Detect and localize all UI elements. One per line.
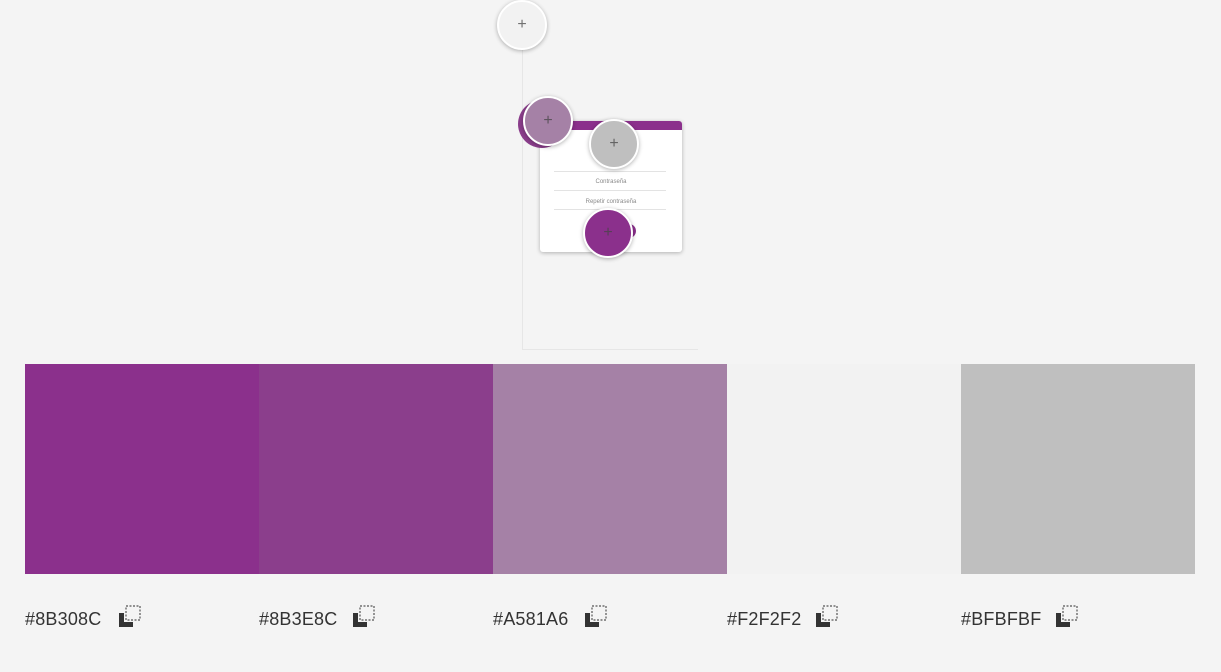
- guide-line-vertical: [522, 40, 523, 350]
- swatch-4[interactable]: [727, 364, 961, 574]
- color-preview-area: Contraseña Repetir contraseña + + + +: [497, 0, 698, 350]
- hex-code-4[interactable]: #F2F2F2: [727, 609, 802, 629]
- password-field-label: Contraseña: [595, 179, 627, 185]
- swatch-1[interactable]: [25, 364, 259, 574]
- hex-code-2[interactable]: #8B3E8C: [259, 609, 338, 629]
- card-field-line: [554, 190, 666, 191]
- repeat-password-field-label: Repetir contraseña: [585, 199, 637, 205]
- color-pin-1[interactable]: +: [497, 0, 547, 50]
- hex-code-5[interactable]: #BFBFBF: [961, 609, 1042, 629]
- plus-icon: +: [603, 224, 613, 241]
- swatch-5[interactable]: [961, 364, 1195, 574]
- plus-icon: +: [517, 16, 527, 33]
- color-pin-1-primary[interactable]: +: [583, 208, 633, 258]
- guide-line-horizontal: [522, 349, 698, 350]
- plus-icon: +: [543, 112, 553, 129]
- swatch-2[interactable]: [259, 364, 493, 574]
- copy-icon[interactable]: [583, 604, 609, 630]
- color-pin-5[interactable]: +: [589, 119, 639, 169]
- hex-code-1[interactable]: #8B308C: [25, 609, 102, 629]
- color-pin-3[interactable]: +: [523, 96, 573, 146]
- hex-code-3[interactable]: #A581A6: [493, 609, 569, 629]
- copy-icon[interactable]: [1054, 604, 1080, 630]
- copy-icon[interactable]: [814, 604, 840, 630]
- card-field-line: [554, 171, 666, 172]
- swatch-3[interactable]: [493, 364, 727, 574]
- copy-icon[interactable]: [351, 604, 377, 630]
- copy-icon[interactable]: [117, 604, 143, 630]
- plus-icon: +: [609, 135, 619, 152]
